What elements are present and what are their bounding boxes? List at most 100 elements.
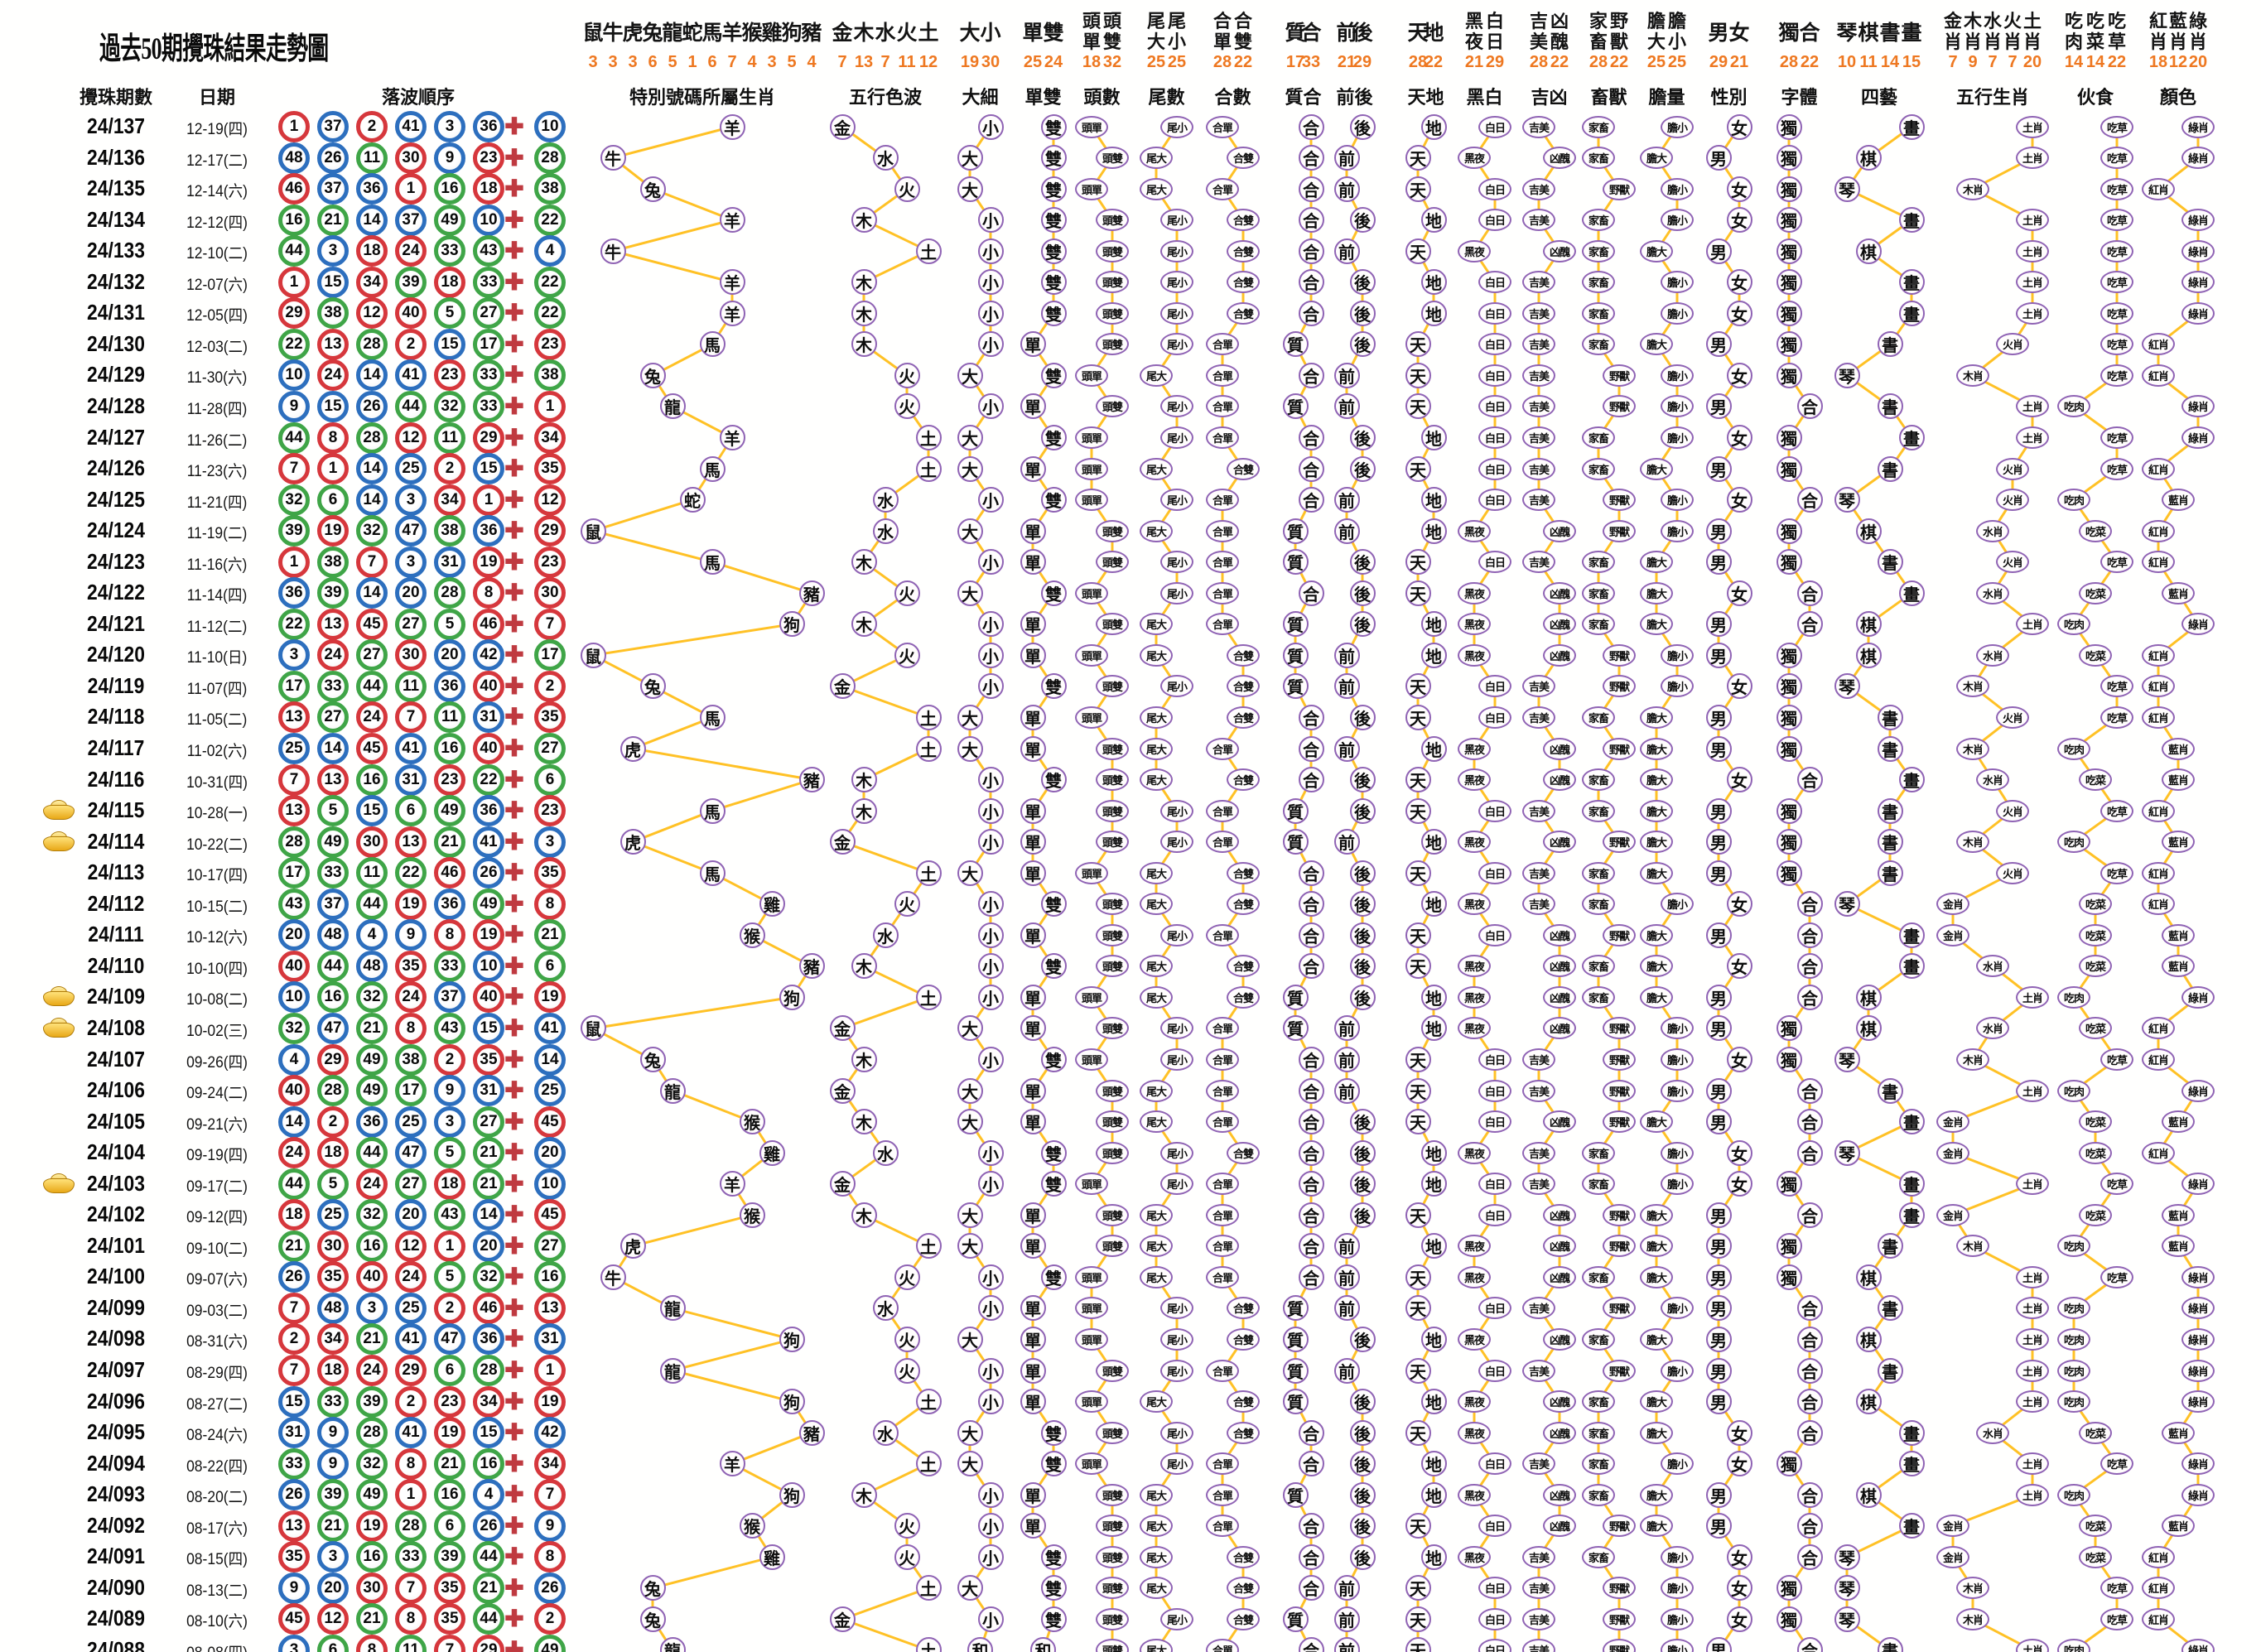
attribute-mark-siyi: 畫 <box>1898 580 1925 606</box>
special-number-ball: 31 <box>534 1323 566 1356</box>
attribute-mark-heibai: 黑夜 <box>1458 1327 1491 1351</box>
attribute-mark-wei: 尾大 <box>1140 1390 1173 1414</box>
attribute-mark-siyi: 畫 <box>1898 300 1925 326</box>
attribute-mark-wei: 尾大 <box>1140 613 1173 636</box>
lottery-ball: 29 <box>317 1043 349 1076</box>
attribute-mark-chushou: 野獸 <box>1603 737 1636 760</box>
attribute-mark-wuxing: 木肖 <box>1956 1235 1989 1258</box>
lottery-ball: 44 <box>278 421 310 454</box>
attribute-mark-tou: 頭單 <box>1075 643 1108 667</box>
attribute-mark-xingbie: 男 <box>1705 922 1732 948</box>
attribute-mark-wuxing: 木肖 <box>1956 177 1989 200</box>
special-number-ball: 13 <box>534 1292 566 1324</box>
attribute-mark-zodiac: 豬 <box>798 580 825 606</box>
attribute-mark-wei: 尾小 <box>1160 581 1193 604</box>
lottery-ball: 27 <box>473 1105 504 1138</box>
lottery-ball: 1 <box>278 266 310 298</box>
header-count-wuxing-火肖: 7 <box>2008 53 2018 71</box>
attribute-mark-wuxing: 土肖 <box>2016 426 2049 449</box>
plus-icon: ✚ <box>504 1636 524 1652</box>
special-number-ball: 10 <box>534 111 566 142</box>
lottery-ball: 8 <box>395 1447 427 1480</box>
attribute-mark-chushou: 野獸 <box>1603 364 1636 387</box>
attribute-mark-wei: 尾小 <box>1160 1421 1193 1444</box>
attribute-mark-tiandi: 天 <box>1405 1047 1431 1072</box>
attribute-mark-yanse: 綠肖 <box>2181 426 2215 449</box>
attribute-mark-danliang: 膽小 <box>1661 115 1694 138</box>
lottery-ball: 1 <box>278 546 310 578</box>
lottery-ball: 4 <box>278 1043 310 1076</box>
attribute-mark-zodiac: 兔 <box>639 362 666 388</box>
attribute-mark-siyi: 書 <box>1877 455 1903 482</box>
attribute-mark-wuxing: 金肖 <box>1936 923 1969 946</box>
attribute-mark-xingbie: 男 <box>1705 1637 1732 1652</box>
attribute-mark-danliang: 膽小 <box>1661 364 1694 387</box>
attribute-mark-sebo: 火 <box>894 642 920 668</box>
lottery-ball: 18 <box>473 173 504 205</box>
attribute-mark-zhihe: 質 <box>1282 1481 1309 1508</box>
header-option-tou-頭雙-top: 頭 <box>1102 11 1121 31</box>
attribute-mark-daxiao: 大 <box>957 860 983 886</box>
special-number-ball: 8 <box>534 1541 566 1573</box>
attribute-mark-chushou: 野獸 <box>1603 395 1636 418</box>
attribute-mark-danliang: 膽小 <box>1661 893 1694 916</box>
attribute-mark-jixiong: 吉美 <box>1522 364 1555 387</box>
attribute-mark-tou: 頭單 <box>1075 1327 1108 1351</box>
attribute-mark-ziti: 獨 <box>1776 362 1802 388</box>
attribute-mark-zhihe: 質 <box>1282 797 1309 824</box>
attribute-mark-chushou: 家畜 <box>1582 768 1615 792</box>
attribute-mark-sebo: 木 <box>851 331 877 358</box>
attribute-mark-wuxing: 火肖 <box>1996 861 2029 884</box>
attribute-mark-heibai: 白日 <box>1478 489 1511 512</box>
header-count-zodiac-豬: 4 <box>807 53 817 71</box>
attribute-mark-daxiao: 大 <box>957 455 983 482</box>
lottery-ball: 28 <box>395 1510 427 1542</box>
attribute-mark-zodiac: 雞 <box>759 891 785 918</box>
attribute-mark-zhihe: 合 <box>1298 113 1324 140</box>
attribute-mark-zodiac: 馬 <box>699 455 726 482</box>
attribute-mark-danliang: 膽小 <box>1661 1577 1694 1600</box>
lottery-ball: 11 <box>356 857 388 889</box>
attribute-mark-siyi: 棋 <box>1855 238 1882 264</box>
attribute-mark-wei: 尾小 <box>1160 489 1193 512</box>
draw-date: 10-31(四) <box>186 773 248 792</box>
attribute-mark-zodiac: 兔 <box>639 1575 666 1601</box>
lottery-ball: 1 <box>395 1479 427 1511</box>
lottery-ball: 11 <box>395 1634 427 1652</box>
attribute-mark-heibai: 黑夜 <box>1458 239 1491 262</box>
header-option-danliang-膽大-top: 膽 <box>1646 11 1666 31</box>
attribute-mark-wei: 尾小 <box>1160 675 1193 698</box>
lottery-ball: 21 <box>434 1447 465 1480</box>
attribute-mark-siyi: 琴 <box>1834 362 1860 388</box>
attribute-mark-danliang: 膽大 <box>1640 551 1673 574</box>
attribute-mark-siyi: 書 <box>1877 1077 1903 1104</box>
draw-date: 08-24(六) <box>186 1427 248 1445</box>
draw-period: 24/107 <box>87 1046 145 1072</box>
draw-date: 10-08(二) <box>186 991 248 1009</box>
attribute-mark-daxiao: 小 <box>977 269 1004 296</box>
lottery-ball: 11 <box>434 701 465 734</box>
draw-period: 24/101 <box>87 1232 145 1258</box>
attribute-mark-yanse: 藍肖 <box>2162 1235 2195 1258</box>
attribute-mark-heibai: 白日 <box>1478 457 1511 480</box>
lottery-ball: 39 <box>395 266 427 298</box>
attribute-mark-hesum: 合雙 <box>1227 1607 1260 1630</box>
lottery-ball: 24 <box>356 701 388 734</box>
attribute-mark-heibai: 白日 <box>1478 1048 1511 1071</box>
attribute-mark-danshuang: 雙 <box>1040 425 1067 450</box>
attribute-mark-danliang: 膽大 <box>1640 581 1673 604</box>
attribute-mark-yanse: 紅肖 <box>2142 364 2175 387</box>
attribute-mark-zhihe: 合 <box>1298 891 1324 918</box>
draw-date: 12-05(四) <box>186 307 248 325</box>
attribute-mark-wei: 尾大 <box>1140 1483 1173 1506</box>
attribute-mark-hesum: 合單 <box>1206 1110 1239 1134</box>
lottery-ball: 32 <box>434 390 465 422</box>
attribute-mark-tiandi: 天 <box>1405 393 1431 420</box>
attribute-mark-ziti: 獨 <box>1776 1171 1802 1197</box>
attribute-mark-hesum: 合單 <box>1206 551 1239 574</box>
attribute-mark-zhihe: 合 <box>1298 922 1324 948</box>
attribute-mark-danliang: 膽大 <box>1640 1265 1673 1288</box>
lottery-ball: 5 <box>434 608 465 640</box>
attribute-mark-wuxing: 火肖 <box>1996 457 2029 480</box>
plus-icon: ✚ <box>504 1202 524 1228</box>
